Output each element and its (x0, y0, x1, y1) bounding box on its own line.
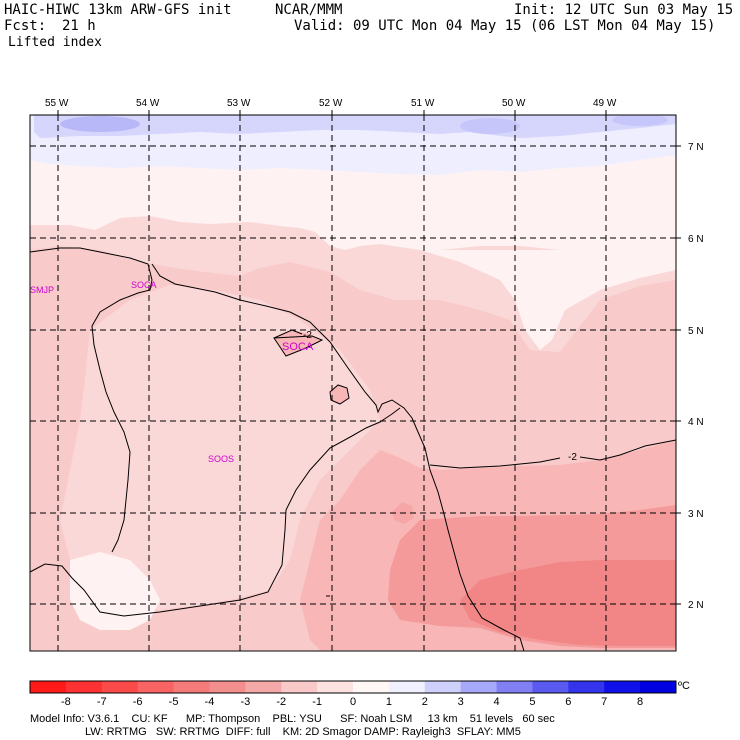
fill-deepest-salmon (460, 560, 676, 646)
lifted-index-fill (30, 115, 676, 651)
colorbar-tick-label: 1 (386, 696, 392, 708)
station-label-soca: SOCA (282, 341, 314, 353)
colorbar-swatch (353, 681, 390, 693)
contour-line (329, 384, 350, 405)
colorbar-swatch (281, 681, 318, 693)
lat-label: 7 N (688, 142, 704, 153)
lon-label: 55 W (45, 98, 69, 109)
colorbar-tick-label: -8 (61, 696, 71, 708)
colorbar-swatch (532, 681, 569, 693)
contours (273, 329, 677, 597)
ticks (57, 110, 681, 605)
colorbar-tick-label: 3 (458, 696, 464, 708)
colorbar-swatch (30, 681, 67, 693)
station-label-soos: SOOS (208, 454, 234, 464)
colorbar-tick-label: 4 (493, 696, 499, 708)
colorbar-swatch (245, 681, 282, 693)
organization: NCAR/MMM (275, 2, 343, 18)
longitude-labels: 55 W 54 W 53 W 52 W 51 W 50 W 49 W (45, 98, 617, 109)
lon-label: 54 W (136, 98, 160, 109)
forecast-hour: 21 h (62, 18, 96, 34)
colorbar-tick-label: 6 (565, 696, 571, 708)
model-info-line2: LW: RRTMG SW: RRTMG DIFF: full KM: 2D Sm… (30, 726, 521, 738)
fill-blue-spot (612, 115, 668, 126)
colorbar-frame (29, 680, 677, 694)
colorbar-tick-label: -3 (240, 696, 250, 708)
colorbar-tick-label: -6 (133, 696, 143, 708)
colorbar-tick-label: -4 (205, 696, 215, 708)
colorbar-tick-label: 5 (529, 696, 535, 708)
graticule (30, 115, 676, 651)
colorbar-labels: -8 -7 -6 -5 -4 -3 -2 -1 0 1 2 3 4 5 6 7 8 ºC (61, 680, 690, 708)
colorbar-swatch (640, 681, 677, 693)
station-label-smjp: SMJP (30, 285, 54, 295)
contour-line (429, 439, 677, 469)
field-name: Lifted index (8, 35, 102, 50)
lon-label: 52 W (319, 98, 343, 109)
fill-salmon-spot (330, 385, 349, 404)
model-title: HAIC-HIWC 13km ARW-GFS init (4, 2, 232, 18)
colorbar-tick-label: -2 (276, 696, 286, 708)
colorbar-tick-label: -5 (169, 696, 179, 708)
colorbar-tick-label: -7 (97, 696, 107, 708)
colorbar-swatch (424, 681, 462, 693)
colorbar-swatch (173, 681, 210, 693)
border-west (29, 407, 401, 617)
map-frame (29, 114, 677, 652)
colorbar-tick-label: -1 (312, 696, 322, 708)
colorbar-tick-label: 0 (350, 696, 356, 708)
station-label-soca: SOCA (131, 280, 157, 290)
station-labels: SMJP SOCA SOCA SOOS (30, 280, 314, 464)
colorbar-swatch (101, 681, 139, 693)
lat-label: 2 N (688, 600, 704, 611)
lon-label: 50 W (502, 98, 526, 109)
contour-label: -2 (568, 452, 577, 463)
model-info-line1: Model Info: V3.6.1 CU: KF MP: Thompson P… (30, 713, 555, 725)
colorbar-swatch (317, 681, 354, 693)
lat-label: 6 N (688, 234, 704, 245)
fill-blue-spot (460, 118, 520, 134)
colorbar-swatch (137, 681, 175, 693)
colorbar-swatch (65, 681, 103, 693)
contour-label: -2 (303, 330, 312, 341)
colorbar-tick-label: 7 (601, 696, 607, 708)
colorbar-swatch (209, 681, 246, 693)
coastline (29, 247, 153, 553)
colorbar-tick-label: 8 (637, 696, 643, 708)
colorbar-unit: ºC (678, 680, 690, 692)
lon-label: 53 W (227, 98, 251, 109)
colorbar (29, 680, 677, 694)
colorbar-swatch (568, 681, 605, 693)
lon-label: 51 W (411, 98, 435, 109)
lat-label: 4 N (688, 417, 704, 428)
fill-near-white-east (420, 240, 676, 350)
colorbar-swatch (388, 681, 426, 693)
lat-label: 3 N (688, 509, 704, 520)
fill-near-white-spot (70, 552, 160, 630)
fill-light-pink-land (60, 285, 380, 610)
lon-label: 49 W (593, 98, 617, 109)
colorbar-swatch (460, 681, 498, 693)
valid-time: Valid: 09 UTC Mon 04 May 15 (06 LST Mon … (294, 18, 716, 34)
forecast-label: Fcst: (4, 18, 47, 34)
colorbar-swatch (604, 681, 641, 693)
colorbar-swatch (496, 681, 533, 693)
lat-label: 5 N (688, 326, 704, 337)
fill-blue-spot (60, 116, 140, 132)
latitude-labels: 7 N 6 N 5 N 4 N 3 N 2 N (688, 142, 704, 611)
colorbar-tick-label: 2 (422, 696, 428, 708)
init-time: Init: 12 UTC Sun 03 May 15 (514, 2, 734, 18)
